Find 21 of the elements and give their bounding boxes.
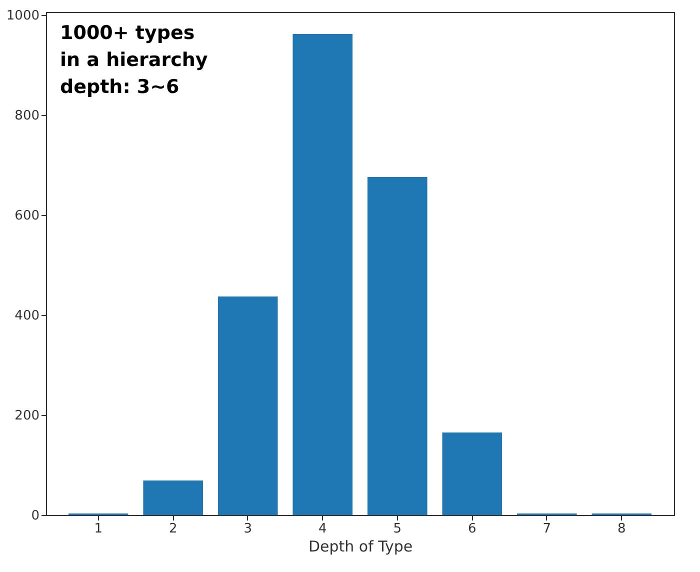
x-tick-label: 4 [318,522,327,536]
x-tick-label: 1 [94,522,102,536]
x-tick-label: 2 [168,522,178,536]
x-axis-title: Depth of Type [308,538,413,556]
y-tick-label: 400 [14,308,40,324]
x-tick-label: 6 [468,522,476,536]
bar [292,34,353,515]
y-tick-label: 600 [14,208,40,224]
x-tick-label: 7 [542,522,552,536]
x-tick-label: 5 [393,522,402,536]
y-tick-label: 200 [14,408,40,424]
annotation: 1000+ types in a hierarchy depth: 3~6 [60,22,208,98]
bar [367,177,428,515]
y-tick-label: 800 [14,108,40,124]
x-tick-label: 3 [244,522,252,536]
bar [143,480,203,515]
bar [218,296,278,515]
y-tick-label: 0 [31,508,40,524]
x-tick-label: 8 [618,522,626,536]
y-tick-label: 1000 [6,8,40,24]
bar [442,432,502,515]
